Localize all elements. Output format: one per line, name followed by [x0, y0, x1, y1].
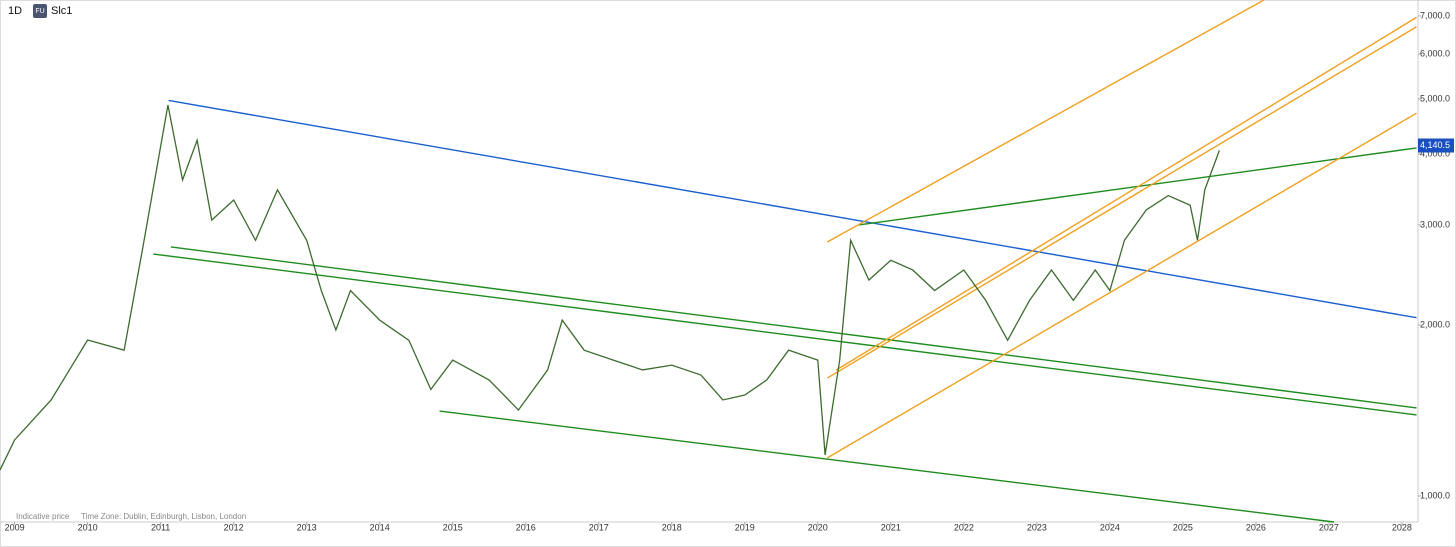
x-tick-label: 2021 — [881, 522, 901, 532]
x-tick-label: 2017 — [589, 522, 609, 532]
x-tick-label: 2018 — [662, 522, 682, 532]
trendline — [826, 26, 1417, 379]
price-line — [0, 104, 1220, 471]
y-tick-label: 1,000.0 — [1420, 490, 1450, 500]
trendline — [826, 0, 1265, 243]
symbol-badge: FU — [35, 8, 44, 15]
x-tick-label: 2016 — [516, 522, 536, 532]
x-tick-label: 2011 — [151, 522, 170, 532]
x-tick-label: 2024 — [1100, 522, 1120, 532]
symbol-badge-bg — [33, 4, 47, 18]
last-price-box — [1418, 138, 1454, 153]
y-tick-label: 4,000.0 — [1420, 148, 1450, 158]
trendline — [153, 253, 1417, 416]
trendline — [835, 16, 1417, 371]
symbol[interactable]: Slc1 — [51, 5, 72, 17]
x-tick-label: 2026 — [1246, 522, 1266, 532]
interval[interactable]: 1D — [8, 5, 22, 17]
x-tick-label: 2010 — [78, 522, 98, 532]
x-tick-label: 2025 — [1173, 522, 1193, 532]
x-tick-label: 2014 — [370, 522, 390, 532]
x-tick-label: 2023 — [1027, 522, 1047, 532]
x-tick-label: 2022 — [954, 522, 974, 532]
y-tick-label: 7,000.0 — [1420, 10, 1450, 20]
x-tick-label: 2015 — [443, 522, 463, 532]
last-price-label: 4,140.5 — [1420, 140, 1450, 150]
timezone: Time Zone: Dublin, Edinburgh, Lisbon, Lo… — [81, 512, 246, 521]
x-tick-label: 2028 — [1392, 522, 1412, 532]
x-tick-label: 2009 — [5, 522, 25, 532]
trendline — [826, 112, 1417, 459]
trendline — [168, 99, 1417, 319]
x-tick-label: 2020 — [808, 522, 828, 532]
x-tick-label: 2027 — [1319, 522, 1339, 532]
x-tick-label: 2019 — [735, 522, 755, 532]
footnote: Indicative price — [16, 512, 70, 521]
y-tick-label: 5,000.0 — [1420, 93, 1450, 103]
trendline — [439, 410, 1335, 523]
x-tick-label: 2013 — [297, 522, 317, 532]
x-tick-label: 2012 — [224, 522, 244, 532]
y-tick-label: 6,000.0 — [1420, 48, 1450, 58]
trendline — [170, 246, 1417, 409]
y-tick-label: 2,000.0 — [1420, 319, 1450, 329]
y-tick-label: 3,000.0 — [1420, 219, 1450, 229]
